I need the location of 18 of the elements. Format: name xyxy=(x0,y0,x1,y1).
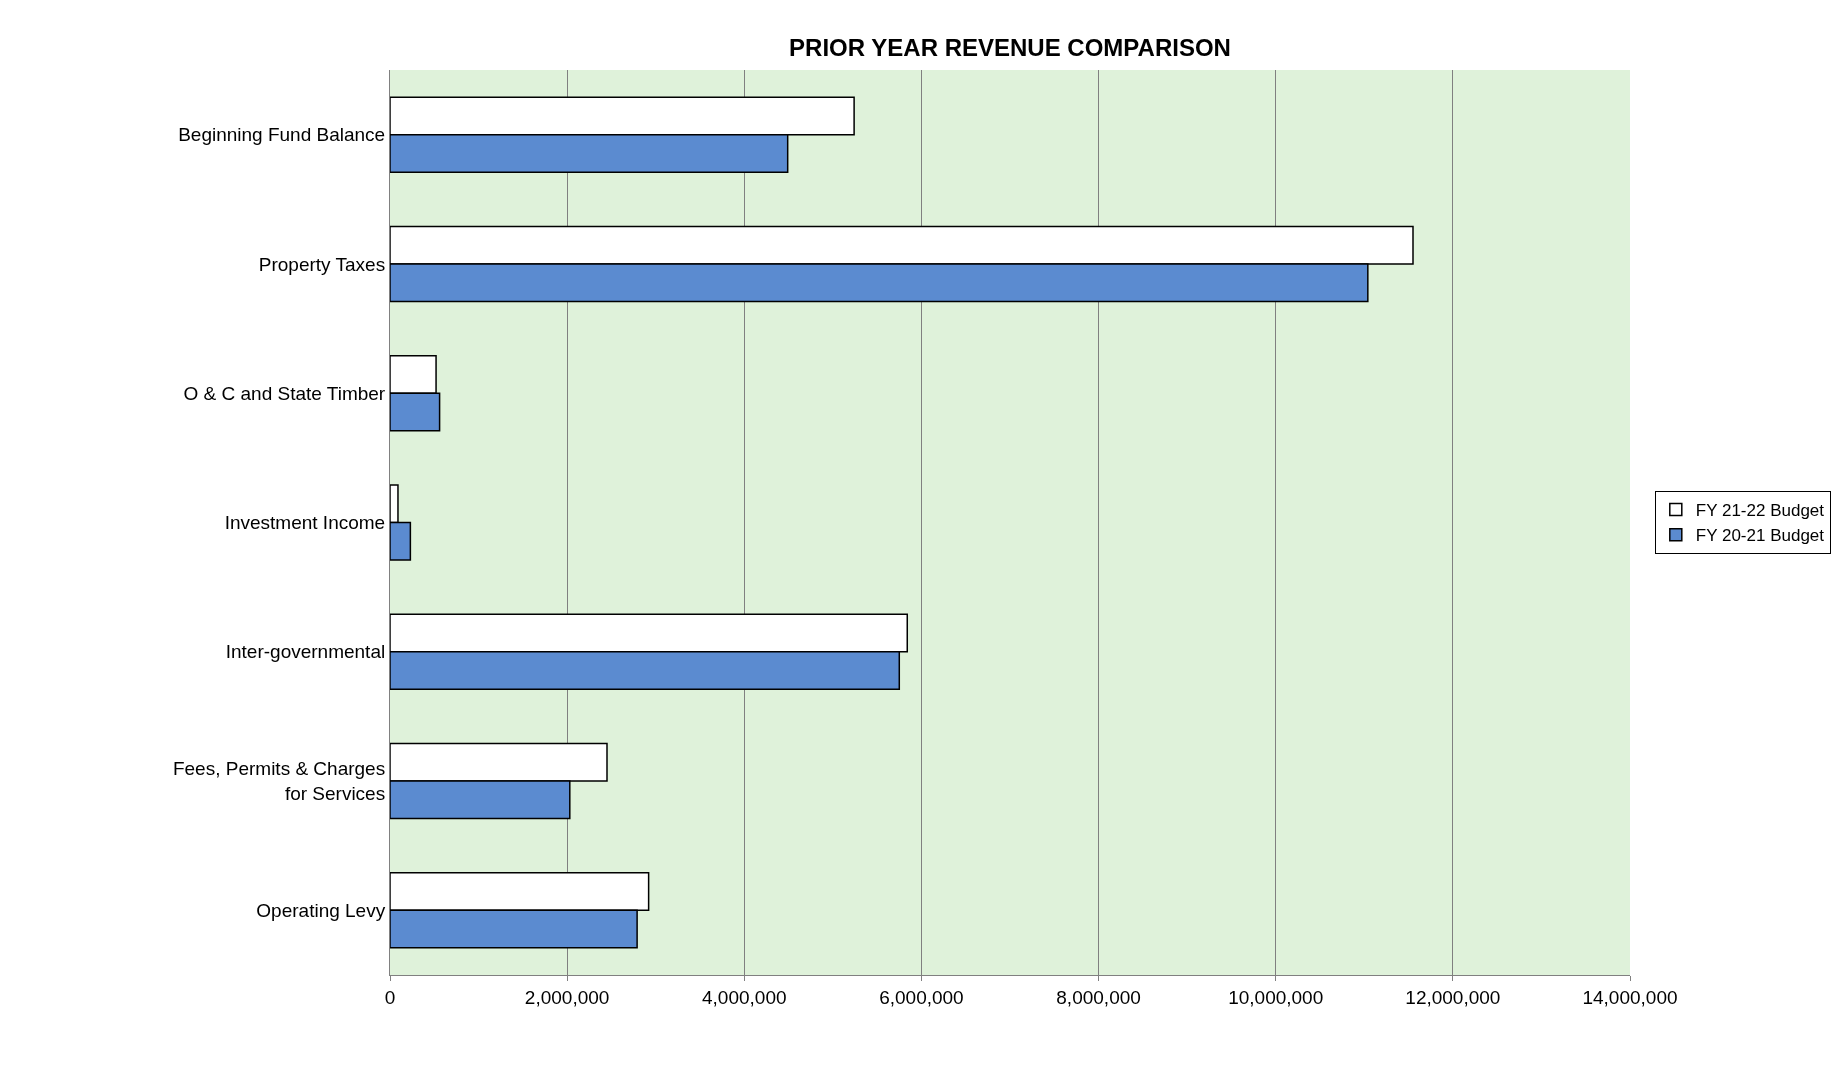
legend-label: FY 20-21 Budget xyxy=(1695,526,1825,546)
x-tick-label: 12,000,000 xyxy=(1405,986,1501,1008)
y-tick-label: Inter-governmental xyxy=(225,641,386,663)
y-tick-label: Investment Income xyxy=(224,512,386,534)
x-tick-label: 10,000,000 xyxy=(1228,986,1324,1008)
y-tick-label: Operating Levy xyxy=(256,900,386,922)
x-tick-label: 6,000,000 xyxy=(879,986,964,1008)
y-tick-label: O & C and State Timber xyxy=(183,382,386,404)
legend-label: FY 21-22 Budget xyxy=(1695,501,1825,521)
x-tick-label: 8,000,000 xyxy=(1056,986,1141,1008)
y-tick-label: Property Taxes xyxy=(258,253,386,275)
x-tick-label: 4,000,000 xyxy=(702,986,787,1008)
x-tick-label: 2,000,000 xyxy=(524,986,610,1008)
y-tick-label: Fees, Permits & Charges for Services xyxy=(172,758,386,805)
x-tick-label: 0 xyxy=(384,986,396,1008)
y-tick-label: Beginning Fund Balance xyxy=(178,124,386,146)
x-tick-label: 14,000,000 xyxy=(1582,986,1678,1008)
chart-title: PRIOR YEAR REVENUE COMPARISON xyxy=(789,34,1231,62)
